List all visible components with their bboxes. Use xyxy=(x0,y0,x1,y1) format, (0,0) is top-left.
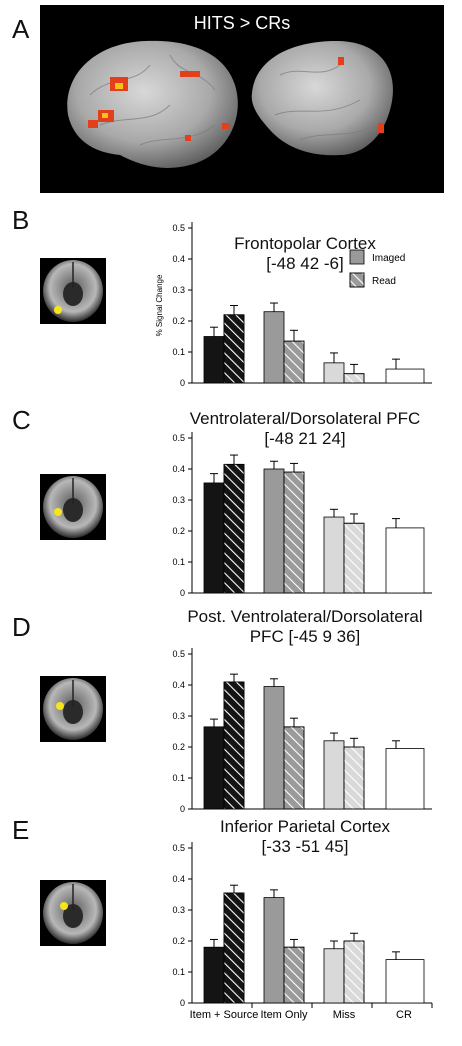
y-tick-label: 0.3 xyxy=(172,905,185,915)
bar-hatch xyxy=(343,373,365,384)
y-tick-label: 0.1 xyxy=(172,967,185,977)
bar-hatch xyxy=(283,946,305,1004)
y-tick-label: 0.2 xyxy=(172,742,185,752)
y-tick-label: 0.2 xyxy=(172,526,185,536)
bar-imaged xyxy=(323,362,345,384)
panel-e-mri-slice xyxy=(40,880,106,946)
bar-imaged xyxy=(263,311,285,384)
panel-c-mri-slice xyxy=(40,474,106,540)
y-tick-label: 0.3 xyxy=(172,285,185,295)
y-tick-label: 0.5 xyxy=(172,223,185,233)
panel-e-chart: 0 0.1 0.2 0.3 0.4 0.5 Item + Source Item Only Mi… xyxy=(172,842,433,1021)
activation-blob xyxy=(56,702,64,710)
brain-render-title: HITS > CRs xyxy=(193,13,291,33)
panel-c-title-line1: Ventrolateral/Dorsolateral PFC xyxy=(189,409,421,428)
bar-hatch xyxy=(283,726,305,810)
x-tick-label: CR xyxy=(396,1009,412,1021)
ventricle-shape xyxy=(63,904,83,928)
activation-blob xyxy=(60,902,68,910)
bar-hatch xyxy=(223,681,245,810)
y-tick-label: 0.5 xyxy=(172,843,185,853)
left-hemisphere xyxy=(67,40,238,168)
y-axis-label: % Signal Change xyxy=(155,274,164,336)
panel-e-title-line2: [-33 -51 45] xyxy=(261,837,349,856)
bar-imaged xyxy=(203,726,225,810)
y-tick-label: 0.5 xyxy=(172,649,185,659)
panel-b-chart: 0 0.1 0.2 0.3 0.4 0.5 % Signal Change Imaged Rea… xyxy=(155,222,432,388)
panel-a-letter: A xyxy=(12,14,30,44)
bar-imaged xyxy=(263,468,285,594)
bar-hatch xyxy=(283,471,305,594)
panel-c-letter: C xyxy=(12,405,31,435)
y-tick-label: 0.1 xyxy=(172,557,185,567)
activation-blob xyxy=(54,508,62,516)
panel-c-chart: 0 0.1 0.2 0.3 0.4 0.5 xyxy=(172,432,432,598)
bar-hatch xyxy=(223,892,245,1004)
x-tick-label: Miss xyxy=(333,1009,356,1021)
panel-b-title-line2: [-48 42 -6] xyxy=(266,254,344,273)
bar-imaged xyxy=(385,527,425,594)
legend-swatch-read-hatch xyxy=(349,272,365,288)
y-tick-label: 0.3 xyxy=(172,495,185,505)
panel-c-title-line2: [-48 21 24] xyxy=(264,429,346,448)
panel-b-mri-slice xyxy=(40,258,106,324)
y-tick-label: 0.3 xyxy=(172,711,185,721)
y-tick-label: 0.2 xyxy=(172,936,185,946)
bar-imaged xyxy=(323,948,345,1004)
y-tick-label: 0.4 xyxy=(172,680,185,690)
bar-imaged xyxy=(323,740,345,810)
x-tick-label: Item + Source xyxy=(190,1009,259,1021)
bar-hatch xyxy=(343,746,365,810)
y-tick-label: 0 xyxy=(180,998,185,1008)
right-hemisphere xyxy=(251,40,393,156)
ventricle-shape xyxy=(63,700,83,724)
legend-swatch-imaged xyxy=(349,249,365,265)
panel-b-title: Frontopolar Cortex [-48 42 -6] xyxy=(150,234,460,274)
panel-e-title-line1: Inferior Parietal Cortex xyxy=(219,817,391,836)
y-tick-label: 0.4 xyxy=(172,874,185,884)
bar-imaged xyxy=(203,482,225,594)
bar-imaged xyxy=(263,897,285,1004)
ventricle-shape xyxy=(63,282,83,306)
bar-imaged xyxy=(203,336,225,384)
panel-d-title-line2: PFC [-45 9 36] xyxy=(249,627,361,646)
legend-label-imaged: Imaged xyxy=(372,253,405,264)
bar-hatch xyxy=(343,940,365,1004)
panel-d-title: Post. Ventrolateral/Dorsolateral PFC [-4… xyxy=(150,607,460,647)
bar-imaged xyxy=(323,516,345,594)
bar-hatch xyxy=(223,314,245,384)
ventricle-shape xyxy=(63,498,83,522)
panel-e-title: Inferior Parietal Cortex [-33 -51 45] xyxy=(150,817,460,857)
y-tick-label: 0.4 xyxy=(172,464,185,474)
y-tick-label: 0.4 xyxy=(172,254,185,264)
panel-b-title-line1: Frontopolar Cortex xyxy=(234,234,376,253)
y-tick-label: 0 xyxy=(180,378,185,388)
bar-hatch xyxy=(223,463,245,594)
x-tick-label: Item Only xyxy=(260,1009,308,1021)
y-tick-label: 0.1 xyxy=(172,347,185,357)
panel-d-letter: D xyxy=(12,612,31,642)
brain-render-image xyxy=(67,40,393,168)
bar-imaged xyxy=(385,959,425,1004)
bar-hatch xyxy=(343,522,365,594)
y-tick-label: 0 xyxy=(180,804,185,814)
legend-label-read: Read xyxy=(372,276,396,287)
y-tick-label: 0 xyxy=(180,588,185,598)
bar-imaged xyxy=(385,368,425,384)
panel-e-letter: E xyxy=(12,815,30,845)
panel-b-letter: B xyxy=(12,205,30,235)
y-tick-label: 0.1 xyxy=(172,773,185,783)
bar-hatch xyxy=(283,340,305,384)
activation-blob xyxy=(54,306,62,314)
brain-render-panel: HITS > CRs xyxy=(40,5,444,193)
bar-imaged xyxy=(385,748,425,810)
panel-d-mri-slice xyxy=(40,676,106,742)
panel-d-title-line1: Post. Ventrolateral/Dorsolateral xyxy=(187,607,423,626)
panel-c-title: Ventrolateral/Dorsolateral PFC [-48 21 2… xyxy=(150,409,460,449)
panel-d-chart: 0 0.1 0.2 0.3 0.4 0.5 xyxy=(172,648,432,814)
bar-imaged xyxy=(263,686,285,810)
y-tick-label: 0.5 xyxy=(172,433,185,443)
y-tick-label: 0.2 xyxy=(172,316,185,326)
bar-imaged xyxy=(203,946,225,1004)
